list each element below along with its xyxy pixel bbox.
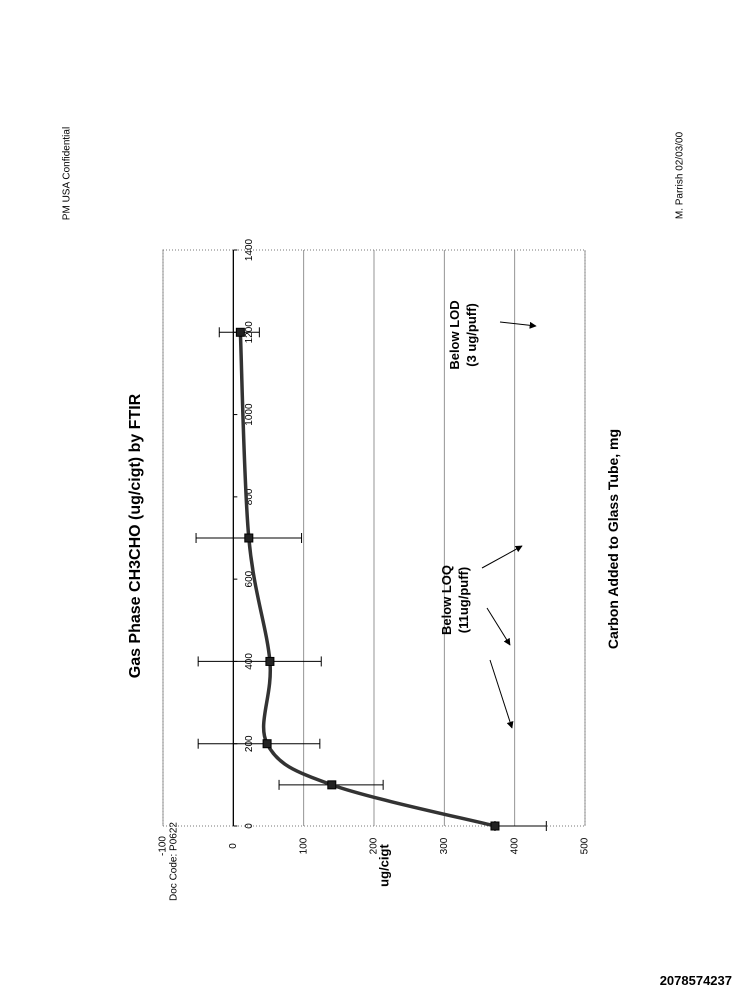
y-tick-label: 100 [298, 837, 309, 854]
annotation-line1: Below LOD [447, 300, 462, 369]
plot-area [162, 249, 586, 827]
annotation-arrow [499, 321, 537, 329]
annotation-arrow [489, 659, 514, 729]
annotation: Below LOQ (11ug/puff) [439, 565, 471, 635]
annotation: Below LOD (3 ug/puff) [447, 300, 479, 369]
y-tick-label: 200 [369, 837, 380, 854]
document-number: 2078574237 [659, 973, 732, 988]
annotation-line2: (11ug/puff) [456, 567, 471, 633]
data-point [490, 821, 500, 831]
chart-title: Gas Phase CH3CHO (ug/cigt) by FTIR [127, 393, 144, 679]
y-tick-label: 0 [228, 843, 239, 849]
grid-layer [162, 250, 586, 826]
annotation-arrow [481, 545, 523, 569]
annotation-line2: (3 ug/puff) [464, 303, 479, 367]
y-tick-label: 500 [580, 837, 591, 854]
data-point [244, 533, 254, 543]
annotation-arrow [486, 607, 511, 646]
x-tick-label: 0 [244, 823, 255, 829]
y-tick-label: -100 [158, 836, 169, 856]
annotation-layer: Below LOQ (11ug/puff) Below LOD (3 ug/puff) [439, 300, 537, 729]
series-line [238, 332, 496, 828]
y-tick-label: 300 [439, 837, 450, 854]
y-axis-label: ug/cigt [376, 844, 392, 887]
x-tick-label: 1000 [244, 403, 255, 426]
data-point [327, 780, 337, 790]
x-axis-label: Carbon Added to Glass Tube, mg [605, 428, 621, 650]
data-point [235, 327, 245, 337]
series-layer [195, 327, 547, 831]
x-tick-label: 600 [244, 570, 255, 587]
annotation-line1: Below LOQ [439, 565, 454, 635]
data-point [262, 739, 272, 749]
y-tick-label: 400 [509, 837, 520, 854]
data-point [265, 656, 275, 666]
x-tick-label: 800 [244, 488, 255, 505]
x-tick-label: 1400 [244, 238, 255, 261]
